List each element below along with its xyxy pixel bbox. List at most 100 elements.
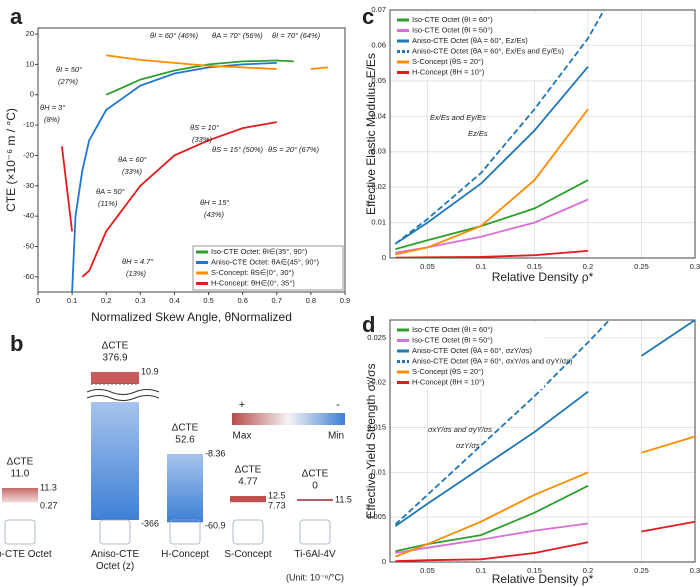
colorbar-sign: -: [336, 399, 340, 411]
legend-label: Iso-CTE Octet (θI = 50°): [412, 25, 493, 34]
line-series: [394, 320, 695, 527]
line-series: [395, 520, 695, 562]
legend-label: S-Concept: θS∈(0°, 30°): [211, 268, 294, 277]
line-series: [394, 10, 605, 245]
y-tick-label: 0.005: [367, 512, 386, 521]
y-tick-label: 0.04: [371, 111, 386, 120]
panel-label: d: [362, 312, 375, 337]
lattice-icon: [299, 519, 331, 545]
delta-value: 376.9: [102, 353, 127, 364]
y-tick-label: 0.015: [367, 423, 386, 432]
annotation: θS = 10°: [190, 123, 219, 132]
lattice-icon: [232, 519, 264, 545]
annotation: Ez/Es: [468, 129, 488, 138]
annotation: (33%): [122, 167, 143, 176]
annotation: θH = 4.7°: [122, 257, 153, 266]
y-tick-label: 0.01: [371, 467, 386, 476]
panel-label: a: [10, 4, 23, 29]
low-label: 7.73: [268, 501, 286, 511]
annotation: (8%): [44, 115, 60, 124]
x-tick-label: 0.4: [169, 296, 179, 305]
legend-box: [394, 14, 544, 79]
y-tick-label: 0.07: [371, 5, 386, 14]
legend-label: S-Concept (θS = 20°): [412, 367, 484, 376]
y-axis-label: CTE (×10⁻⁶ m / °C): [4, 108, 18, 212]
annotation: θA = 60°: [118, 155, 147, 164]
colorbar: [232, 413, 345, 425]
x-tick-label: 0.2: [101, 296, 111, 305]
annotation: (33%): [192, 135, 213, 144]
legend-label: S-Concept (θS = 20°): [412, 57, 484, 66]
legend-box: [192, 245, 344, 291]
legend-label: Iso-CTE Octet: θI∈(35°, 90°): [211, 247, 308, 256]
legend-label: Aniso-CTE Octet (θA = 60°, Ez/Es): [412, 36, 528, 45]
high-label: 12.5: [268, 490, 286, 500]
x-tick-label: 0.25: [634, 262, 649, 271]
annotation: σzY/σs: [456, 441, 480, 450]
high-label: 11.5: [335, 494, 352, 504]
y-tick-label: 0: [382, 557, 386, 566]
y-tick-label: 0: [382, 253, 386, 262]
annotation: θI = 70° (64%): [272, 31, 321, 40]
line-series: [394, 320, 611, 526]
x-tick-label: 0.9: [340, 296, 350, 305]
lattice-icon: [99, 519, 131, 545]
x-tick-label: 0.8: [306, 296, 316, 305]
annotation: σxY/σs and σyY/σs: [428, 425, 492, 434]
line-series: [106, 54, 328, 70]
x-tick-label: 0.2: [583, 566, 593, 575]
y-tick-label: 0.01: [371, 218, 386, 227]
legend-label: H-Concept: θH∈(0°, 35°): [211, 278, 295, 287]
y-tick-label: -50: [23, 241, 34, 250]
delta-label: ΔCTE: [235, 465, 262, 476]
legend-label: H-Concept (θH = 10°): [412, 67, 485, 76]
lattice-icon: [169, 519, 201, 545]
break: [86, 389, 160, 401]
legend-label: Aniso-CTE Octet: θA∈(45°, 90°): [211, 257, 319, 266]
x-tick-label: 0.1: [476, 262, 486, 271]
lattice-icon: [4, 519, 36, 545]
colorbar-label: Min: [328, 431, 344, 442]
y-tick-label: 10: [26, 59, 34, 68]
delta-value: 11.0: [11, 469, 30, 480]
bar: [91, 372, 139, 384]
legend-label: Aniso-CTE Octet (θA = 60°, Ex/Es and Ey/…: [412, 46, 565, 55]
delta-label: ΔCTE: [172, 423, 199, 434]
unit-note: (Unit: 10⁻⁶/°C): [286, 572, 344, 582]
delta-value: 0: [312, 481, 318, 492]
delta-label: ΔCTE: [302, 469, 329, 480]
low-label: -366: [141, 518, 159, 528]
x-tick-label: 0.5: [203, 296, 213, 305]
y-tick-label: -10: [23, 120, 34, 129]
category-label: Iso-CTE Octet: [0, 549, 52, 560]
y-axis-label: Effective Elastic Modulus E/Es: [364, 53, 378, 215]
x-tick-label: 0.15: [527, 262, 542, 271]
legend-label: Iso-CTE Octet (θI = 60°): [412, 325, 493, 334]
annotation: θH = 3°: [40, 103, 65, 112]
annotation: (27%): [58, 77, 79, 86]
bar: [167, 454, 203, 523]
x-tick-label: 0.2: [583, 262, 593, 271]
x-tick-label: 0.05: [420, 566, 435, 575]
low-label: 0.27: [40, 501, 58, 511]
x-tick-label: 0.3: [690, 566, 700, 575]
line-series: [395, 198, 589, 254]
annotation: θI = 50°: [56, 65, 82, 74]
legend-box: [394, 324, 544, 389]
colorbar-label: Max: [233, 431, 252, 442]
x-axis-label: Normalized Skew Angle, θNormalized: [91, 310, 292, 324]
x-tick-label: 0.3: [135, 296, 145, 305]
line-series: [395, 148, 641, 249]
bar: [2, 488, 38, 503]
high-label: -8.36: [205, 448, 226, 458]
panel-label: b: [10, 331, 23, 356]
category-label: S-Concept: [224, 549, 272, 560]
low-label: -60.9: [205, 521, 226, 531]
plot-frame: [389, 319, 696, 563]
annotation: θH = 15°: [200, 198, 229, 207]
bar: [91, 402, 139, 520]
annotation: (43%): [204, 210, 225, 219]
legend-label: Iso-CTE Octet (θI = 50°): [412, 335, 493, 344]
legend-label: Iso-CTE Octet (θI = 60°): [412, 15, 493, 24]
